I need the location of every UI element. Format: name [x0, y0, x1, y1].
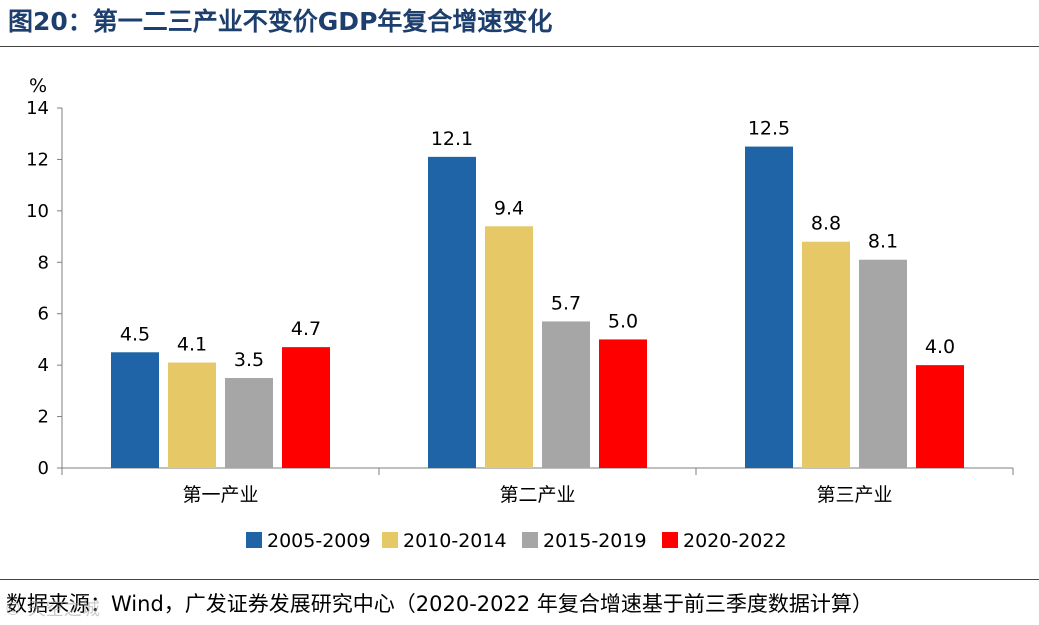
legend-swatch-2005-2009: [246, 532, 262, 548]
bar-value-label: 4.1: [177, 334, 207, 356]
title-divider: [0, 46, 1039, 47]
bar-value-label: 3.5: [234, 349, 264, 371]
bar-value-label: 5.0: [608, 310, 638, 332]
figure-title: 图20：第一二三产业不变价GDP年复合增速变化: [8, 7, 553, 36]
bar-2020-2022: [916, 365, 964, 468]
source-divider: [0, 579, 1039, 580]
chart-bars: [111, 146, 964, 469]
legend-swatch-2010-2014: [382, 532, 398, 548]
bar-value-label: 8.1: [868, 231, 898, 253]
legend-label: 2005-2009: [267, 530, 371, 552]
x-category-label: 第三产业: [816, 484, 892, 506]
bar-2015-2019: [859, 259, 907, 468]
legend-label: 2015-2019: [543, 530, 647, 552]
bar-value-label: 4.0: [925, 336, 955, 358]
y-tick-label: 4: [38, 355, 49, 376]
bar-chart: 0 2 4 6 8 10 12 14% 第一产业 第二产业 第三产业 4.5 12.1 12.5 4.1 9…: [26, 75, 1014, 552]
y-tick-label: 14: [26, 98, 49, 119]
source-note: 数据来源：Wind，广发证券发展研究中心（2020-2022 年复合增速基于前三…: [6, 592, 873, 616]
bar-value-label: 4.7: [291, 318, 321, 340]
legend-swatch-2015-2019: [522, 532, 538, 548]
y-axis-unit-label: %: [29, 75, 47, 97]
chart-legend: 2005-2009 2010-2014 2015-2019 2020-2022: [246, 530, 787, 552]
bar-value-label: 8.8: [811, 213, 841, 235]
bar-2020-2022: [599, 339, 647, 468]
legend-label: 2020-2022: [683, 530, 787, 552]
y-tick-label: 6: [38, 304, 49, 325]
legend-swatch-2020-2022: [662, 532, 678, 548]
bar-2005-2009: [428, 156, 476, 468]
chart-axes: 0 2 4 6 8 10 12 14% 第一产业 第二产业 第三产业: [26, 75, 1014, 506]
bar-2015-2019: [225, 378, 273, 468]
y-tick-label: 0: [38, 458, 49, 479]
bar-2010-2014: [168, 362, 216, 468]
watermark: © 天空之城: [4, 599, 100, 620]
bar-2010-2014: [485, 226, 533, 468]
bar-value-label: 5.7: [551, 292, 581, 314]
bar-value-label: 12.5: [748, 118, 790, 140]
y-tick-label: 2: [38, 407, 49, 428]
bar-2005-2009: [111, 352, 159, 468]
y-tick-label: 10: [26, 201, 49, 222]
y-tick-label: 12: [26, 149, 49, 170]
legend-label: 2010-2014: [403, 530, 507, 552]
x-category-label: 第一产业: [182, 484, 258, 506]
bar-2020-2022: [282, 347, 330, 468]
bar-2005-2009: [745, 146, 793, 469]
bar-value-label: 4.5: [120, 323, 150, 345]
chart-data-labels: 4.5 12.1 12.5 4.1 9.4 8.8 3.5 5.7 8.1 4.7 5.0 4.0: [120, 118, 955, 371]
bar-value-label: 9.4: [494, 197, 524, 219]
x-category-label: 第二产业: [499, 484, 575, 506]
y-tick-label: 8: [38, 252, 49, 273]
bar-2015-2019: [542, 321, 590, 468]
bar-value-label: 12.1: [431, 128, 473, 150]
bar-2010-2014: [802, 241, 850, 468]
